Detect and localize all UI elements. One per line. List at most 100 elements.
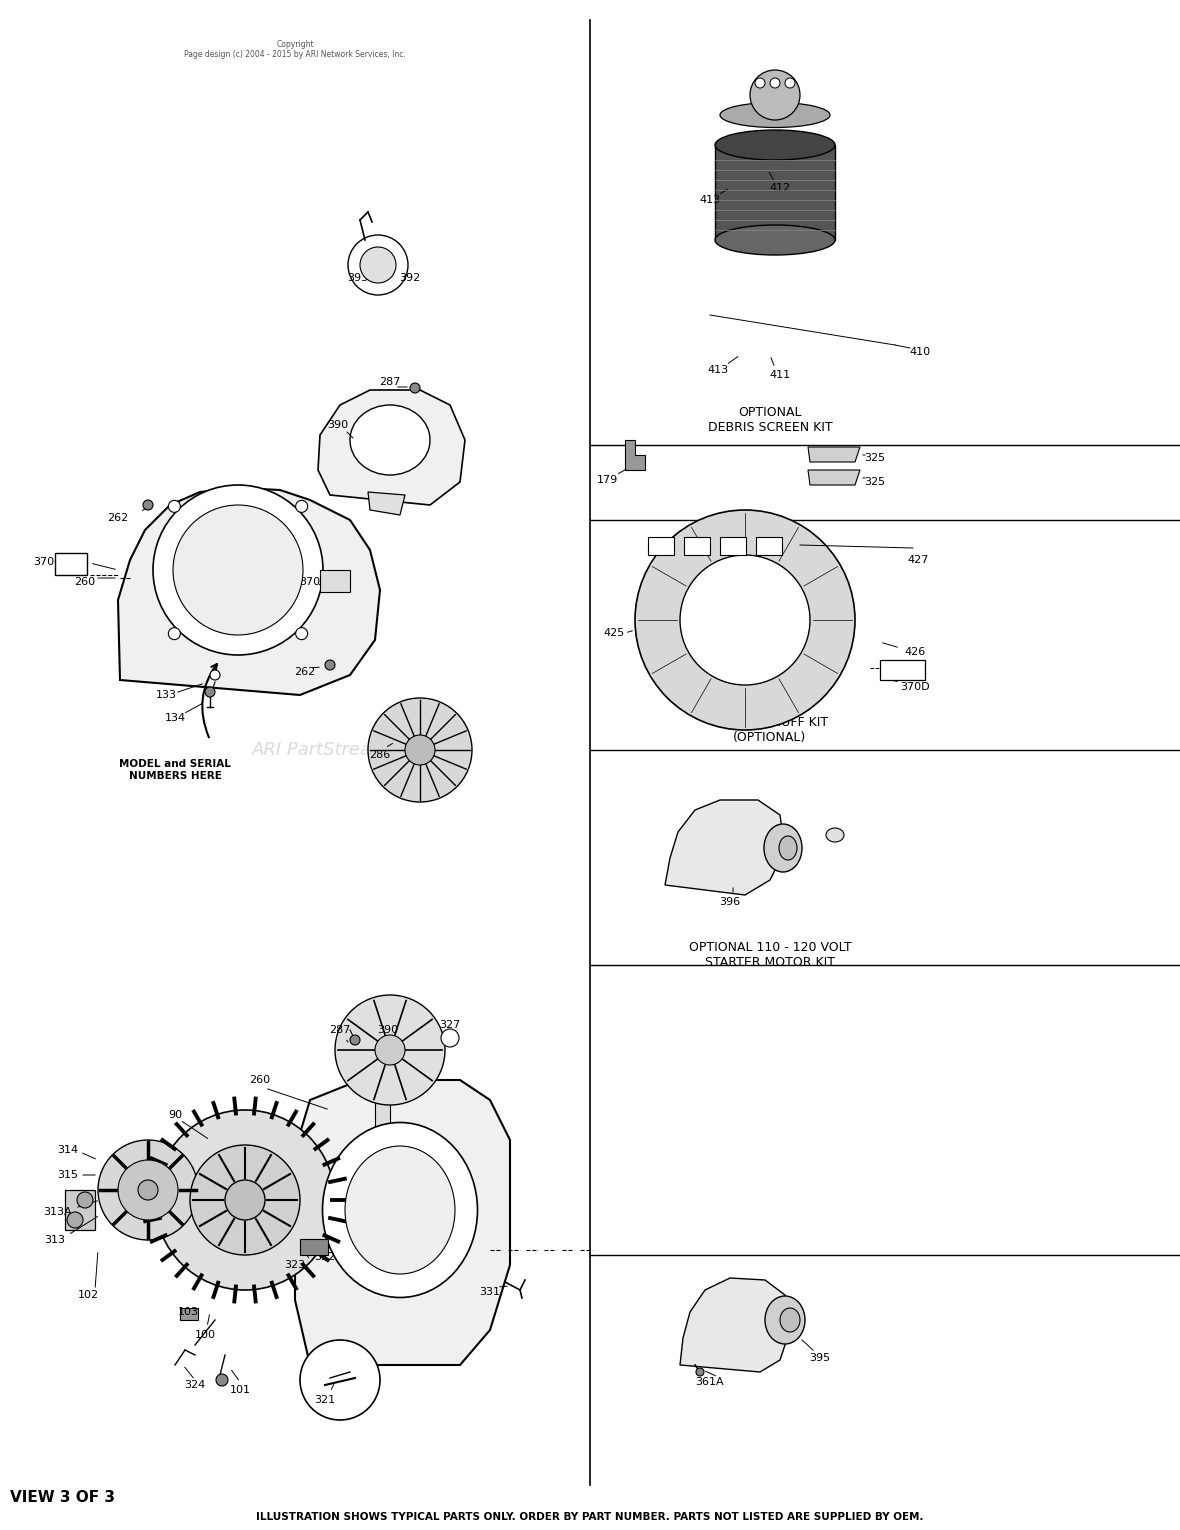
Text: ARI PartStream™: ARI PartStream™ [253, 741, 408, 759]
Ellipse shape [350, 405, 430, 474]
Circle shape [350, 1034, 360, 1045]
Text: 262: 262 [294, 667, 315, 676]
Text: 396: 396 [720, 897, 741, 907]
Text: 413: 413 [700, 194, 721, 205]
Polygon shape [368, 493, 405, 516]
Circle shape [324, 659, 335, 670]
Circle shape [210, 670, 219, 679]
Text: 286: 286 [369, 750, 391, 760]
Text: 287: 287 [379, 376, 401, 387]
Ellipse shape [765, 1296, 805, 1343]
Bar [55, 552, 87, 575]
Circle shape [696, 1368, 704, 1375]
Bar [648, 537, 674, 555]
Circle shape [755, 78, 765, 89]
Text: MODEL and SERIAL
NUMBERS HERE: MODEL and SERIAL NUMBERS HERE [119, 759, 231, 780]
Circle shape [143, 500, 153, 509]
Bar [880, 659, 925, 679]
Text: 323: 323 [284, 1261, 306, 1270]
Circle shape [296, 627, 308, 640]
Text: 327: 327 [439, 1021, 460, 1030]
Text: 260: 260 [74, 577, 96, 588]
Circle shape [77, 1192, 93, 1209]
Circle shape [300, 1340, 380, 1420]
Bar [720, 537, 746, 555]
Ellipse shape [345, 1146, 455, 1274]
Text: 313A: 313A [44, 1207, 72, 1216]
Text: 425: 425 [603, 627, 624, 638]
Circle shape [750, 70, 800, 119]
Text: 322: 322 [314, 1252, 335, 1262]
Polygon shape [666, 800, 785, 895]
Circle shape [405, 734, 435, 765]
Text: 411: 411 [769, 370, 791, 379]
Polygon shape [625, 441, 645, 470]
Polygon shape [680, 1278, 789, 1372]
Text: ILLUSTRATION SHOWS TYPICAL PARTS ONLY. ORDER BY PART NUMBER. PARTS NOT LISTED AR: ILLUSTRATION SHOWS TYPICAL PARTS ONLY. O… [256, 1512, 924, 1522]
Circle shape [785, 78, 795, 89]
Circle shape [409, 382, 420, 393]
Text: 315: 315 [58, 1170, 79, 1180]
Circle shape [169, 500, 181, 513]
Ellipse shape [779, 835, 797, 860]
Text: 100: 100 [195, 1330, 216, 1340]
Circle shape [771, 78, 780, 89]
Circle shape [225, 1180, 266, 1219]
Circle shape [368, 698, 472, 802]
Text: 313: 313 [45, 1235, 66, 1245]
Ellipse shape [322, 1123, 478, 1297]
Polygon shape [375, 1085, 391, 1135]
Bar [300, 1239, 328, 1255]
Text: Copyright
Page design (c) 2004 - 2015 by ARI Network Services, Inc.: Copyright Page design (c) 2004 - 2015 by… [184, 40, 406, 60]
Circle shape [169, 627, 181, 640]
Circle shape [375, 1034, 405, 1065]
Circle shape [138, 1180, 158, 1200]
Text: 427: 427 [907, 555, 929, 565]
Ellipse shape [173, 505, 303, 635]
Circle shape [348, 236, 408, 295]
Circle shape [441, 1030, 459, 1047]
Circle shape [296, 500, 308, 513]
Bar [181, 1308, 198, 1320]
Text: 370: 370 [300, 577, 321, 588]
Circle shape [680, 555, 809, 685]
Circle shape [635, 509, 856, 730]
Text: 392: 392 [399, 272, 420, 283]
Ellipse shape [763, 825, 802, 872]
Circle shape [118, 1160, 178, 1219]
Text: 179: 179 [596, 474, 617, 485]
Text: 102: 102 [78, 1290, 99, 1300]
Text: 314: 314 [58, 1144, 79, 1155]
Text: 133: 133 [156, 690, 177, 701]
Text: 262: 262 [107, 513, 129, 523]
Ellipse shape [780, 1308, 800, 1333]
Circle shape [190, 1144, 300, 1255]
Circle shape [155, 1109, 335, 1290]
Text: OPTIONAL
DEBRIS SCREEN KIT: OPTIONAL DEBRIS SCREEN KIT [708, 405, 832, 435]
Polygon shape [808, 447, 860, 462]
Text: 321: 321 [314, 1395, 335, 1405]
Bar [756, 537, 782, 555]
Text: 370D: 370D [900, 682, 930, 692]
Text: 393: 393 [347, 272, 368, 283]
Polygon shape [118, 488, 380, 695]
Ellipse shape [715, 130, 835, 161]
Polygon shape [295, 1080, 510, 1365]
Text: 324: 324 [184, 1380, 205, 1389]
Text: 103: 103 [177, 1307, 198, 1317]
Text: 426: 426 [904, 647, 925, 656]
Text: 260: 260 [249, 1076, 270, 1085]
Text: STARTER MUFF KIT
(OPTIONAL): STARTER MUFF KIT (OPTIONAL) [712, 716, 828, 744]
Polygon shape [317, 390, 465, 505]
Text: 134: 134 [164, 713, 185, 724]
Polygon shape [808, 470, 860, 485]
Text: 390: 390 [327, 421, 348, 430]
Circle shape [67, 1212, 83, 1229]
Bar [320, 571, 350, 592]
Text: 412: 412 [769, 184, 791, 193]
Circle shape [360, 246, 396, 283]
Text: VIEW 3 OF 3: VIEW 3 OF 3 [9, 1490, 114, 1506]
Polygon shape [715, 145, 835, 240]
Text: 331: 331 [479, 1287, 500, 1297]
Text: 101: 101 [229, 1385, 250, 1395]
